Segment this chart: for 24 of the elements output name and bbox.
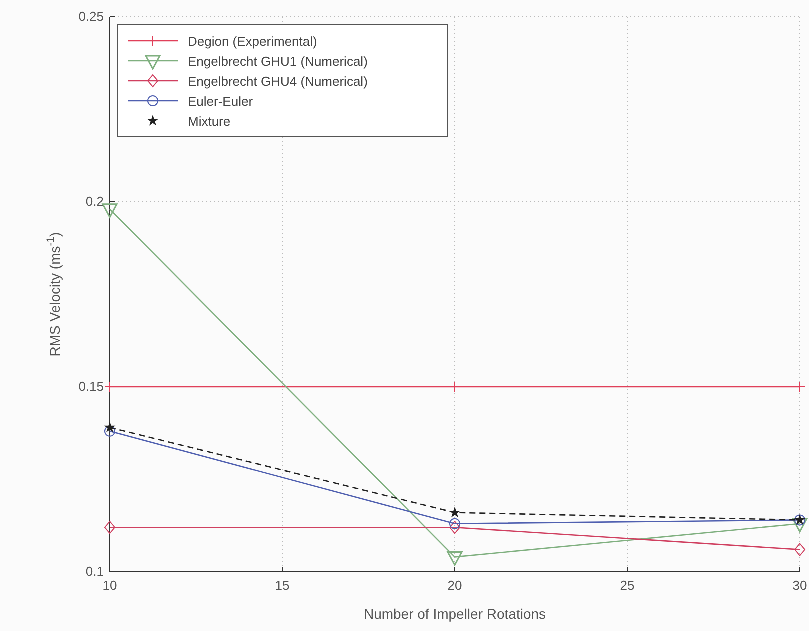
y-tick-label: 0.15	[78, 379, 104, 394]
point	[104, 426, 116, 437]
point	[102, 204, 118, 218]
x-axis-title: Number of Impeller Rotations	[364, 606, 546, 622]
point	[794, 543, 806, 556]
y-tick-label: 0.25	[78, 9, 104, 24]
point	[447, 551, 463, 566]
point	[450, 518, 460, 530]
x-tick-label: 30	[792, 578, 808, 593]
x-tick-label: 15	[275, 578, 290, 593]
x-tick-label: 25	[620, 578, 635, 593]
legend-label: Mixture	[188, 114, 231, 129]
x-tick-label: 20	[448, 578, 462, 593]
point	[104, 521, 116, 534]
point	[450, 521, 460, 534]
legend-label: Euler-Euler	[188, 94, 254, 109]
point	[104, 422, 116, 433]
legend-label: Engelbrecht GHU1 (Numerical)	[188, 54, 368, 69]
legend-label: Engelbrecht GHU4 (Numerical)	[188, 74, 368, 89]
legend-label: Degion (Experimental)	[188, 34, 318, 49]
y-tick-label: 0.1	[86, 564, 104, 579]
point	[449, 506, 461, 518]
y-tick-label: 0.2	[86, 194, 104, 209]
x-tick-label: 10	[102, 578, 118, 593]
